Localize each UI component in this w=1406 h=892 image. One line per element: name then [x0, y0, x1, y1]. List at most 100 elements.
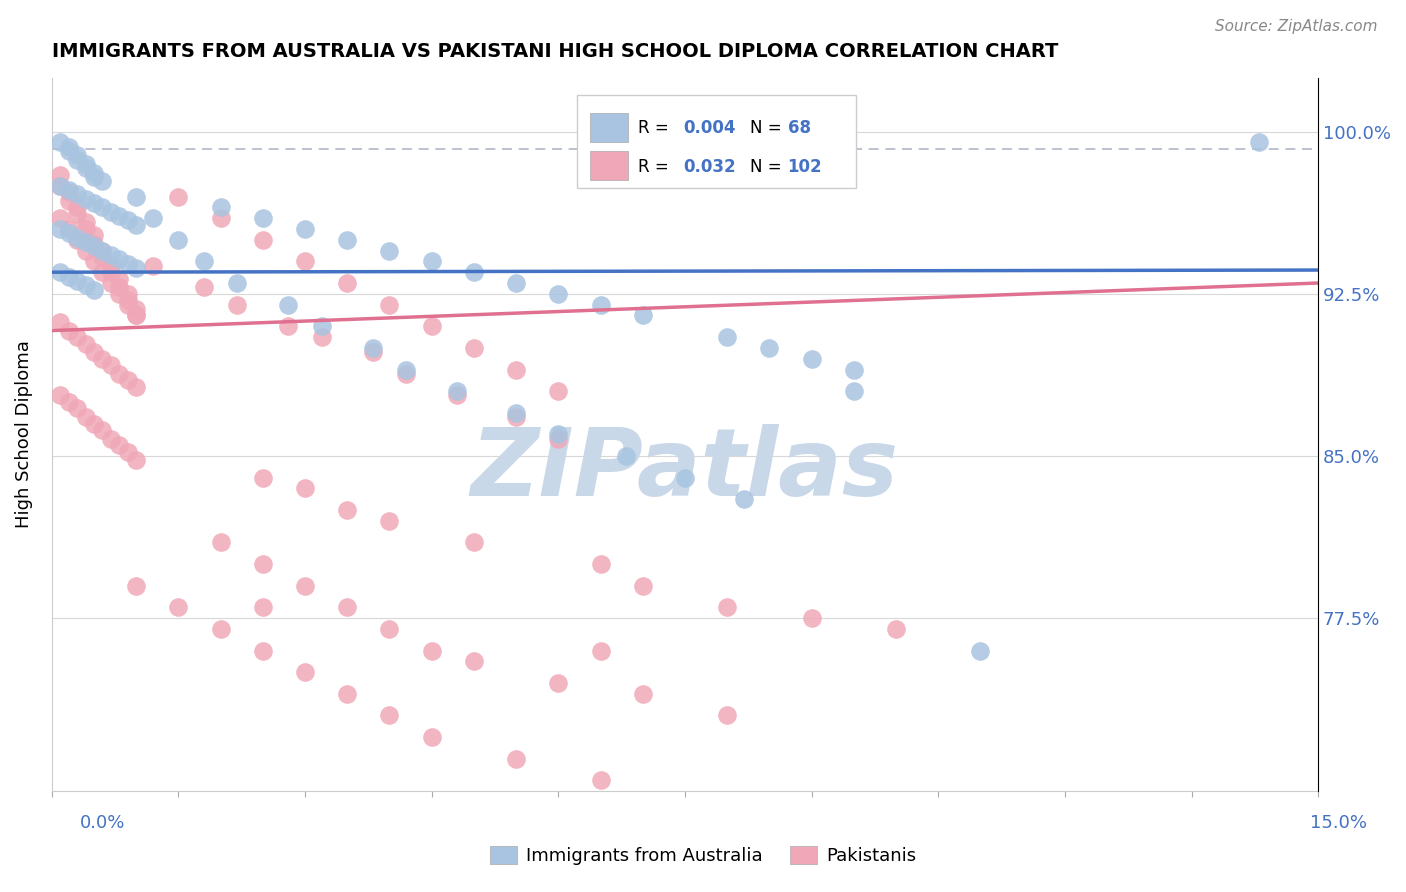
Text: IMMIGRANTS FROM AUSTRALIA VS PAKISTANI HIGH SCHOOL DIPLOMA CORRELATION CHART: IMMIGRANTS FROM AUSTRALIA VS PAKISTANI H…: [52, 42, 1059, 61]
Point: [91, 250, 114, 264]
Point: [49, 388, 72, 402]
Point: [378, 244, 401, 258]
Point: [75, 410, 97, 425]
Point: [117, 444, 139, 458]
Point: [108, 286, 131, 301]
Point: [91, 351, 114, 366]
Text: 102: 102: [787, 158, 823, 176]
Point: [378, 622, 401, 636]
Point: [58, 222, 80, 236]
Point: [108, 438, 131, 452]
Point: [716, 330, 738, 344]
Text: 0.004: 0.004: [683, 119, 737, 136]
Point: [108, 252, 131, 267]
Point: [125, 579, 148, 593]
Point: [117, 213, 139, 227]
Point: [842, 384, 865, 398]
Point: [420, 643, 443, 657]
Point: [49, 222, 72, 236]
Point: [758, 341, 780, 355]
Point: [547, 427, 569, 442]
Point: [463, 341, 485, 355]
Point: [75, 278, 97, 293]
Point: [83, 239, 105, 253]
Point: [117, 286, 139, 301]
Point: [631, 309, 654, 323]
Point: [252, 600, 274, 615]
Text: 68: 68: [787, 119, 810, 136]
Point: [589, 773, 612, 788]
Point: [58, 269, 80, 284]
Point: [58, 324, 80, 338]
Point: [49, 315, 72, 329]
Point: [842, 362, 865, 376]
Point: [49, 178, 72, 193]
Point: [420, 730, 443, 744]
Point: [49, 136, 72, 150]
Point: [614, 449, 637, 463]
Point: [547, 432, 569, 446]
Point: [83, 254, 105, 268]
Point: [733, 492, 755, 507]
Point: [209, 535, 232, 549]
Text: 0.032: 0.032: [683, 158, 737, 176]
Point: [378, 708, 401, 723]
Point: [336, 600, 359, 615]
Point: [58, 227, 80, 241]
Point: [125, 309, 148, 323]
FancyBboxPatch shape: [591, 113, 628, 142]
Point: [446, 388, 468, 402]
Point: [277, 319, 299, 334]
Point: [252, 233, 274, 247]
Point: [91, 423, 114, 437]
Point: [336, 687, 359, 701]
Point: [378, 514, 401, 528]
Point: [1247, 136, 1270, 150]
Point: [463, 265, 485, 279]
Point: [800, 351, 823, 366]
Point: [49, 265, 72, 279]
Point: [167, 600, 190, 615]
Text: Source: ZipAtlas.com: Source: ZipAtlas.com: [1215, 20, 1378, 34]
Point: [49, 178, 72, 193]
Point: [226, 298, 249, 312]
Point: [142, 259, 165, 273]
Point: [66, 148, 89, 162]
Point: [117, 298, 139, 312]
Point: [547, 384, 569, 398]
Point: [75, 244, 97, 258]
Point: [83, 417, 105, 431]
Point: [75, 235, 97, 249]
Point: [100, 248, 122, 262]
Legend: Immigrants from Australia, Pakistanis: Immigrants from Australia, Pakistanis: [481, 837, 925, 874]
Point: [75, 222, 97, 236]
Point: [66, 230, 89, 244]
Point: [395, 362, 418, 376]
Point: [294, 665, 316, 680]
Point: [463, 535, 485, 549]
Point: [336, 233, 359, 247]
Point: [547, 286, 569, 301]
Point: [589, 557, 612, 571]
Point: [505, 362, 527, 376]
Point: [167, 233, 190, 247]
Point: [91, 174, 114, 188]
Point: [117, 256, 139, 270]
Point: [83, 345, 105, 359]
Point: [209, 622, 232, 636]
Point: [83, 196, 105, 211]
Point: [83, 169, 105, 184]
Point: [91, 244, 114, 258]
Point: [58, 395, 80, 409]
Point: [361, 341, 384, 355]
Point: [83, 228, 105, 243]
Point: [100, 204, 122, 219]
Point: [66, 233, 89, 247]
Point: [361, 345, 384, 359]
Point: [336, 503, 359, 517]
Point: [311, 319, 333, 334]
Point: [125, 453, 148, 467]
Point: [125, 189, 148, 203]
Point: [91, 265, 114, 279]
Point: [66, 274, 89, 288]
